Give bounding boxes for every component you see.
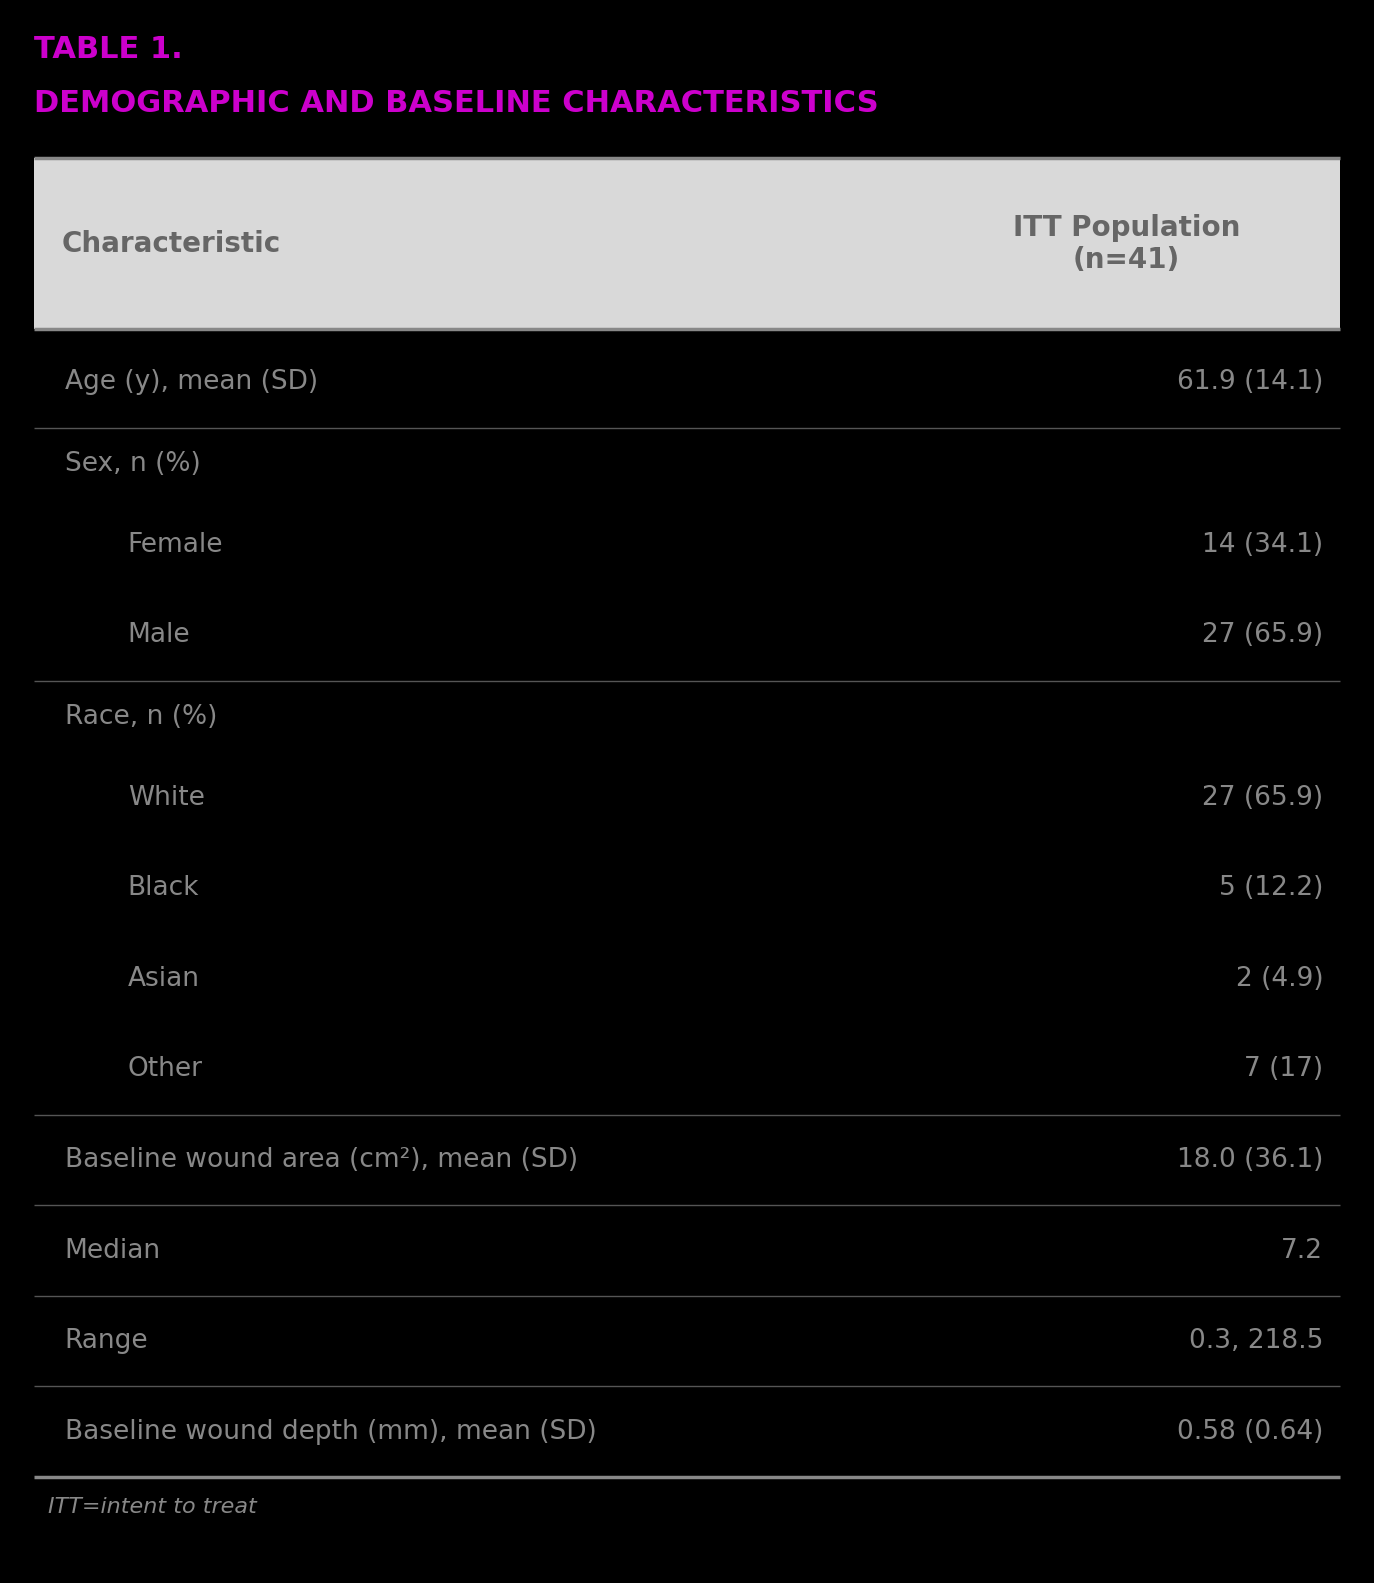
Text: ITT Population
(n=41): ITT Population (n=41) [1013,214,1241,274]
Text: DEMOGRAPHIC AND BASELINE CHARACTERISTICS: DEMOGRAPHIC AND BASELINE CHARACTERISTICS [34,89,879,117]
Text: 14 (34.1): 14 (34.1) [1202,532,1323,557]
Text: Black: Black [128,875,199,901]
Text: Female: Female [128,532,224,557]
Text: Characteristic: Characteristic [62,230,282,258]
Text: 0.3, 218.5: 0.3, 218.5 [1189,1328,1323,1353]
Text: 7 (17): 7 (17) [1243,1056,1323,1083]
Text: Other: Other [128,1056,203,1083]
Text: 2 (4.9): 2 (4.9) [1235,966,1323,993]
Text: 61.9 (14.1): 61.9 (14.1) [1176,369,1323,396]
Text: Age (y), mean (SD): Age (y), mean (SD) [65,369,317,396]
Text: 27 (65.9): 27 (65.9) [1202,785,1323,810]
Text: TABLE 1.: TABLE 1. [34,35,183,63]
Text: Male: Male [128,622,191,649]
Text: 5 (12.2): 5 (12.2) [1219,875,1323,901]
Text: Median: Median [65,1238,161,1263]
Text: Baseline wound depth (mm), mean (SD): Baseline wound depth (mm), mean (SD) [65,1418,596,1445]
Text: White: White [128,785,205,810]
Text: Sex, n (%): Sex, n (%) [65,451,201,476]
Text: Baseline wound area (cm²), mean (SD): Baseline wound area (cm²), mean (SD) [65,1148,577,1173]
Text: Range: Range [65,1328,148,1353]
Text: 27 (65.9): 27 (65.9) [1202,622,1323,649]
Bar [34,158,1340,329]
Text: 18.0 (36.1): 18.0 (36.1) [1176,1148,1323,1173]
Text: 7.2: 7.2 [1281,1238,1323,1263]
Text: 0.58 (0.64): 0.58 (0.64) [1176,1418,1323,1445]
Text: Race, n (%): Race, n (%) [65,703,217,730]
Text: ITT=intent to treat: ITT=intent to treat [48,1496,257,1517]
Text: Asian: Asian [128,966,199,993]
